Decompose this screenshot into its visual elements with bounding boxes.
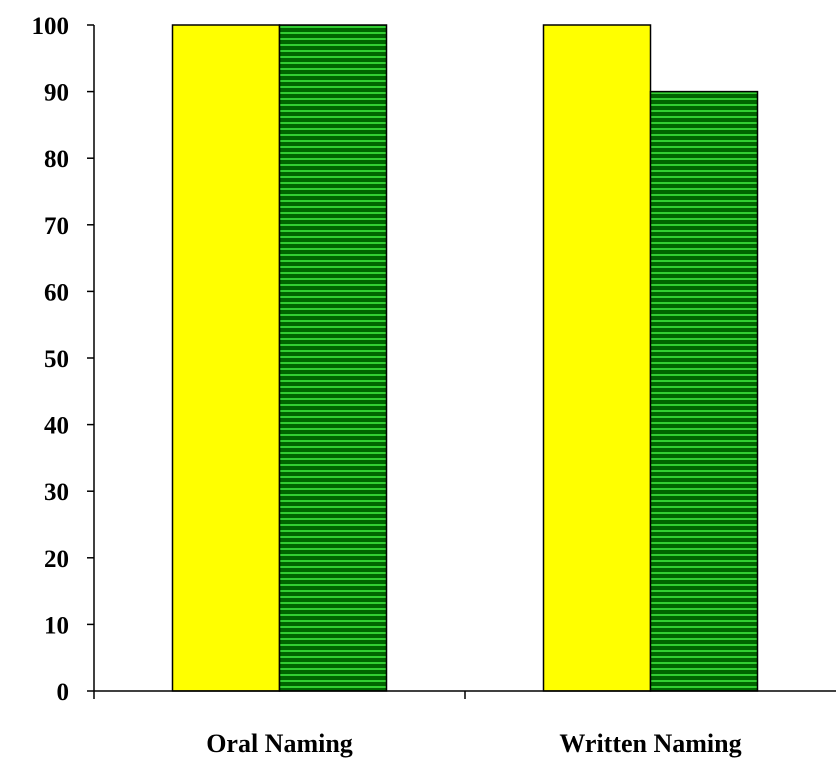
y-tick-label: 20 <box>44 546 69 573</box>
bar-oral-naming-series-2 <box>278 24 388 692</box>
y-tick-label: 30 <box>44 479 69 506</box>
bars-group <box>171 24 759 692</box>
x-category-label: Oral Naming <box>206 729 353 758</box>
bar-oral-naming-series-1 <box>171 24 281 692</box>
y-tick-label: 40 <box>44 413 69 440</box>
bar-written-naming-series-1 <box>542 24 652 692</box>
y-tick-label: 60 <box>44 279 69 306</box>
y-tick-label: 50 <box>44 346 69 373</box>
axes-group <box>87 24 836 699</box>
y-tick-label: 70 <box>44 213 69 240</box>
y-tick-label: 10 <box>44 612 69 639</box>
bar-written-naming-series-2 <box>649 90 759 692</box>
y-tick-label: 100 <box>32 13 70 40</box>
y-tick-label: 80 <box>44 146 69 173</box>
x-category-label: Written Naming <box>559 729 741 758</box>
labels-group: 0 10 20 30 40 50 60 70 80 90 100 Oral Naming Written… <box>32 13 742 758</box>
y-tick-label: 0 <box>57 679 70 706</box>
y-tick-label: 90 <box>44 80 69 107</box>
